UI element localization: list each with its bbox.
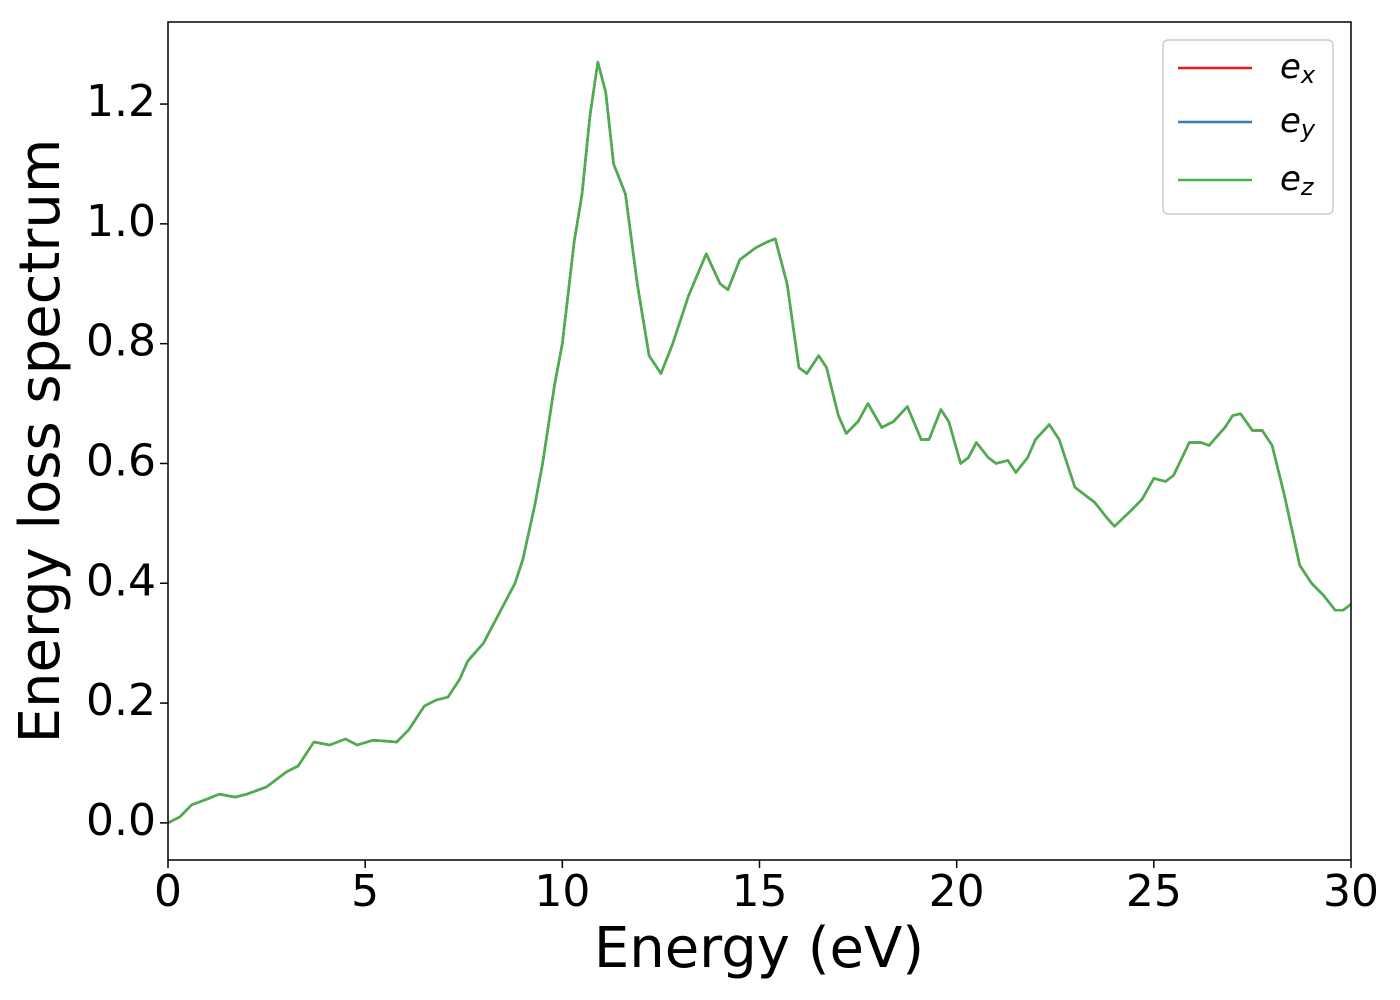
x-axis-label: Energy (eV) [594,916,924,981]
x-tick-label: 30 [1323,866,1379,917]
x-tick-label: 5 [351,866,379,917]
y-tick-label: 0.0 [86,795,156,846]
y-tick-label: 0.4 [86,555,156,606]
plot [168,60,1351,824]
x-tick-label: 10 [534,866,590,917]
y-tick-label: 0.8 [86,316,156,367]
legend-box [1162,39,1334,215]
x-tick-label: 0 [154,866,182,917]
legend-label: ex [1280,47,1316,90]
legend-label: ez [1280,159,1315,202]
y-tick-label: 1.0 [86,196,156,247]
x-tick-label: 20 [929,866,985,917]
x-tick-label: 15 [732,866,788,917]
plot-frame [167,21,1352,861]
legend-label: ey [1280,101,1316,144]
y-tick-label: 0.6 [86,435,156,486]
x-tick-label: 25 [1126,866,1182,917]
y-axis-label: Energy loss spectrum [8,139,73,744]
series-line [168,60,1351,824]
y-tick-label: 1.2 [86,76,156,127]
y-tick-label: 0.2 [86,675,156,726]
